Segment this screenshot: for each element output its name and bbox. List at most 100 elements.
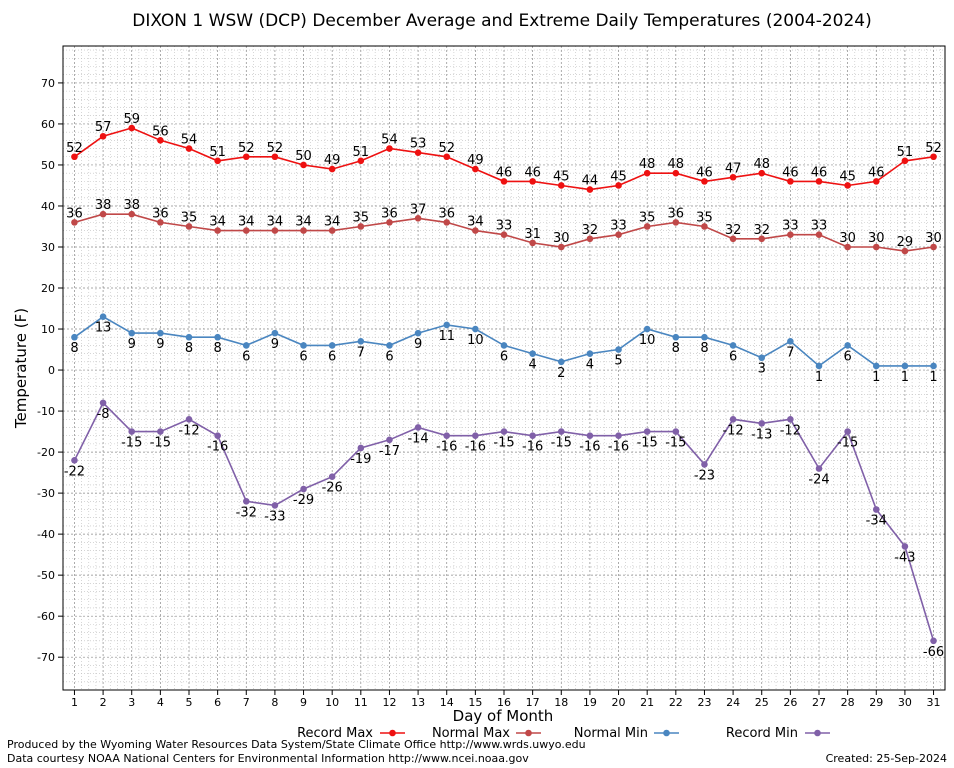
data-label-normal-max: 34 [209, 215, 226, 230]
x-tick-label: 3 [128, 696, 135, 709]
data-label-record-max: 51 [209, 145, 226, 160]
data-label-normal-min: 1 [872, 370, 880, 385]
data-point-normal-min [99, 313, 107, 321]
data-label-record-min: -16 [579, 440, 600, 455]
data-point-normal-max [99, 210, 107, 218]
data-point-normal-min [357, 338, 365, 345]
data-point-normal-max [672, 219, 680, 226]
data-point-record-min [414, 424, 422, 431]
data-label-normal-min: 10 [467, 333, 484, 348]
data-point-record-max [443, 153, 451, 161]
data-label-normal-min: 4 [528, 358, 536, 373]
data-label-normal-max: 32 [753, 223, 770, 238]
data-point-normal-min [414, 329, 422, 337]
data-label-normal-min: 7 [357, 345, 365, 360]
data-point-normal-max [128, 210, 136, 218]
data-point-record-max [214, 157, 221, 165]
data-point-normal-max [328, 227, 336, 234]
data-label-record-max: 52 [438, 141, 455, 156]
y-tick-label: -20 [37, 446, 55, 459]
data-point-record-min [328, 473, 336, 481]
data-point-normal-max [71, 219, 78, 226]
data-label-normal-min: 13 [95, 321, 112, 336]
data-label-normal-min: 4 [586, 358, 594, 373]
data-point-normal-min [300, 342, 307, 349]
data-label-normal-max: 36 [152, 206, 169, 221]
data-point-normal-max [844, 243, 851, 251]
data-point-normal-min [729, 342, 737, 349]
y-tick-label: 0 [48, 364, 55, 377]
data-label-normal-min: 9 [128, 337, 136, 352]
legend-marker-normal-max [525, 729, 532, 737]
data-label-normal-min: 6 [500, 349, 508, 364]
y-axis-label: Temperature (F) [12, 308, 30, 429]
data-point-normal-max [242, 227, 250, 234]
x-tick-label: 25 [755, 696, 769, 709]
x-tick-label: 10 [325, 696, 339, 709]
data-label-record-max: 46 [696, 165, 713, 180]
data-label-record-min: -32 [236, 505, 257, 520]
data-point-record-min [300, 485, 307, 493]
data-point-normal-min [557, 358, 565, 366]
data-point-normal-min [214, 333, 221, 341]
data-point-normal-min [758, 354, 766, 362]
data-point-record-min [586, 432, 594, 439]
data-point-record-min [729, 415, 737, 423]
data-label-normal-min: 8 [70, 341, 78, 356]
data-label-normal-min: 1 [929, 370, 937, 385]
data-label-normal-max: 31 [524, 227, 541, 242]
y-tick-label: -70 [37, 651, 55, 664]
data-point-record-max [701, 178, 708, 185]
data-point-normal-min [643, 325, 651, 333]
data-label-record-min: -8 [97, 407, 110, 422]
data-point-record-max [643, 169, 651, 177]
data-point-record-max [300, 161, 307, 169]
footer-data-courtesy: Data courtesy NOAA National Centers for … [7, 752, 529, 765]
data-label-record-max: 52 [925, 141, 942, 156]
x-tick-label: 24 [726, 696, 740, 709]
data-point-normal-max [414, 214, 422, 222]
data-label-normal-min: 1 [901, 370, 909, 385]
data-label-record-min: -16 [436, 440, 457, 455]
data-label-normal-min: 8 [185, 341, 193, 356]
data-label-normal-max: 35 [353, 210, 370, 225]
data-label-record-min: -16 [465, 440, 486, 455]
data-point-normal-max [701, 223, 708, 230]
data-point-record-max [271, 153, 279, 161]
data-point-normal-max [815, 231, 823, 238]
x-tick-label: 6 [214, 696, 221, 709]
data-label-record-max: 51 [353, 145, 370, 160]
data-label-normal-max: 35 [696, 210, 713, 225]
data-point-normal-min [157, 329, 164, 337]
data-label-normal-max: 35 [181, 210, 198, 225]
x-axis-ticks: 1 2 3 4 5 6 7 8 9 10 11 12 13 14 15 16 17 18 19 20 21 22 23 24 2… [71, 690, 941, 709]
data-label-record-min: -16 [608, 440, 629, 455]
data-label-record-max: 50 [295, 149, 312, 164]
data-label-record-max: 52 [267, 141, 284, 156]
data-label-normal-max: 32 [582, 223, 599, 238]
x-tick-label: 4 [157, 696, 164, 709]
x-tick-label: 11 [354, 696, 368, 709]
data-label-record-min: -15 [665, 436, 686, 451]
data-point-normal-max [930, 243, 937, 251]
data-point-normal-min [71, 333, 78, 341]
data-point-record-min [787, 415, 794, 423]
data-point-record-min [357, 444, 365, 452]
data-label-normal-max: 34 [467, 215, 484, 230]
data-label-normal-min: 6 [242, 349, 250, 364]
data-point-record-min [758, 420, 766, 427]
data-point-normal-max [357, 223, 365, 230]
data-label-normal-min: 1 [815, 370, 823, 385]
data-point-record-min [615, 432, 622, 439]
data-label-record-min: -29 [293, 493, 314, 508]
series-record-max: 52 57 59 56 54 51 52 52 50 49 51 54 53 52 49 46 46 45 44 45… [66, 112, 942, 193]
data-point-record-min [844, 428, 851, 435]
data-label-record-max: 46 [868, 165, 885, 180]
data-label-record-max: 48 [753, 157, 770, 172]
data-label-record-min: -12 [722, 423, 743, 438]
data-point-normal-max [787, 231, 794, 238]
data-point-normal-min [672, 333, 680, 341]
y-tick-label: 20 [41, 282, 55, 295]
data-point-record-min [128, 428, 136, 435]
